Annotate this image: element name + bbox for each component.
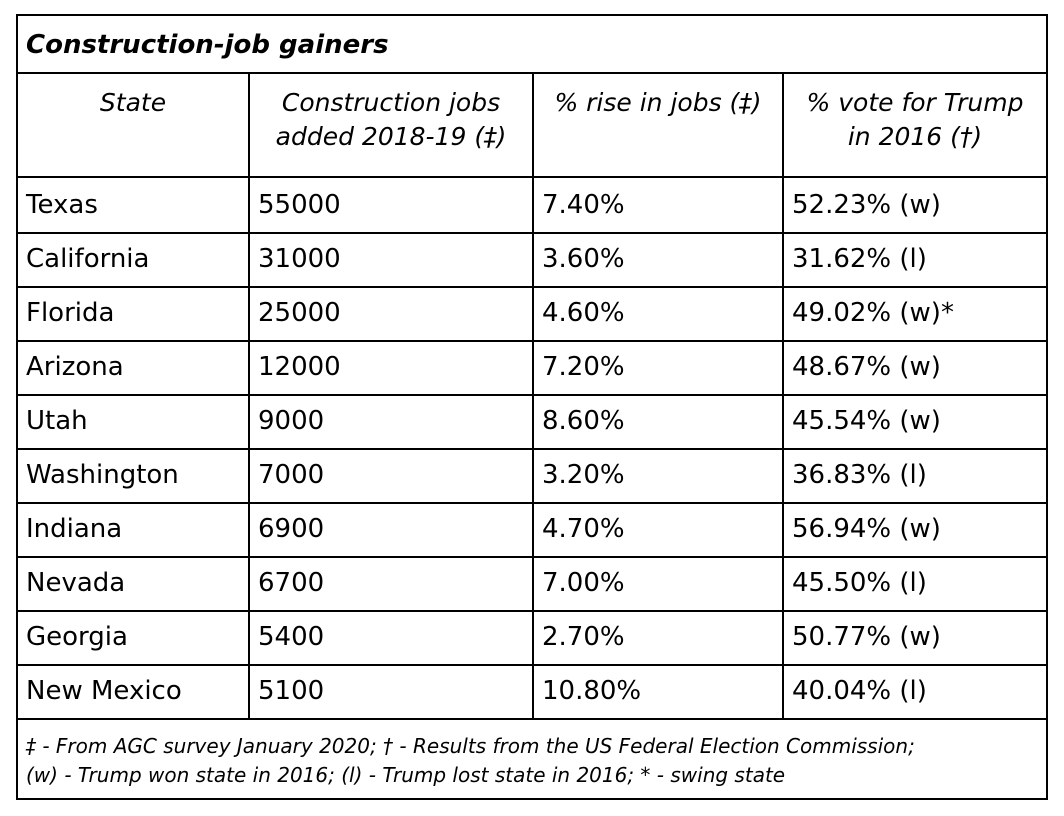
trump-vote-cell: 52.23% (w) [784, 178, 1046, 234]
state-cell: Washington [18, 448, 250, 504]
table-title: Construction-job gainers [18, 16, 1046, 74]
rise-percent-cell: 3.60% [534, 232, 784, 288]
footnotes: ‡ - From AGC survey January 2020; † - Re… [18, 718, 1046, 798]
footnote-line-2: (w) - Trump won state in 2016; (l) - Tru… [26, 763, 786, 787]
trump-vote-cell: 49.02% (w)* [784, 286, 1046, 342]
state-cell: New Mexico [18, 664, 250, 720]
jobs-added-cell: 25000 [250, 286, 534, 342]
rise-percent-cell: 7.20% [534, 340, 784, 396]
trump-vote-cell: 50.77% (w) [784, 610, 1046, 666]
jobs-added-cell: 31000 [250, 232, 534, 288]
rise-percent-cell: 2.70% [534, 610, 784, 666]
header-construction-jobs: Construction jobs added 2018-19 (‡) [250, 74, 534, 178]
trump-vote-cell: 31.62% (l) [784, 232, 1046, 288]
jobs-added-cell: 5100 [250, 664, 534, 720]
state-cell: Georgia [18, 610, 250, 666]
trump-vote-cell: 56.94% (w) [784, 502, 1046, 558]
header-state-line: State [99, 88, 167, 117]
jobs-added-cell: 6900 [250, 502, 534, 558]
state-cell: Florida [18, 286, 250, 342]
trump-vote-cell: 45.54% (w) [784, 394, 1046, 450]
data-table: Construction-job gainers State Construct… [16, 14, 1048, 800]
header-vote-line-2: in 2016 (†) [847, 122, 983, 151]
rise-percent-cell: 7.40% [534, 178, 784, 234]
footnote-line-1: ‡ - From AGC survey January 2020; † - Re… [26, 734, 915, 758]
rise-percent-cell: 10.80% [534, 664, 784, 720]
jobs-added-cell: 6700 [250, 556, 534, 612]
header-vote-line-1: % vote for Trump [806, 88, 1024, 117]
header-rise-line: % rise in jobs (‡) [554, 88, 762, 117]
state-cell: California [18, 232, 250, 288]
rise-percent-cell: 3.20% [534, 448, 784, 504]
header-state: State [18, 74, 250, 178]
state-cell: Arizona [18, 340, 250, 396]
jobs-added-cell: 7000 [250, 448, 534, 504]
trump-vote-cell: 36.83% (l) [784, 448, 1046, 504]
header-jobs-line-2: added 2018-19 (‡) [275, 122, 507, 151]
rise-percent-cell: 8.60% [534, 394, 784, 450]
state-cell: Indiana [18, 502, 250, 558]
header-jobs-line-1: Construction jobs [281, 88, 501, 117]
state-cell: Texas [18, 178, 250, 234]
jobs-added-cell: 12000 [250, 340, 534, 396]
jobs-added-cell: 5400 [250, 610, 534, 666]
trump-vote-cell: 40.04% (l) [784, 664, 1046, 720]
trump-vote-cell: 45.50% (l) [784, 556, 1046, 612]
jobs-added-cell: 55000 [250, 178, 534, 234]
header-vote-for-trump: % vote for Trump in 2016 (†) [784, 74, 1046, 178]
rise-percent-cell: 4.60% [534, 286, 784, 342]
trump-vote-cell: 48.67% (w) [784, 340, 1046, 396]
rise-percent-cell: 7.00% [534, 556, 784, 612]
header-rise-in-jobs: % rise in jobs (‡) [534, 74, 784, 178]
jobs-added-cell: 9000 [250, 394, 534, 450]
rise-percent-cell: 4.70% [534, 502, 784, 558]
state-cell: Utah [18, 394, 250, 450]
state-cell: Nevada [18, 556, 250, 612]
